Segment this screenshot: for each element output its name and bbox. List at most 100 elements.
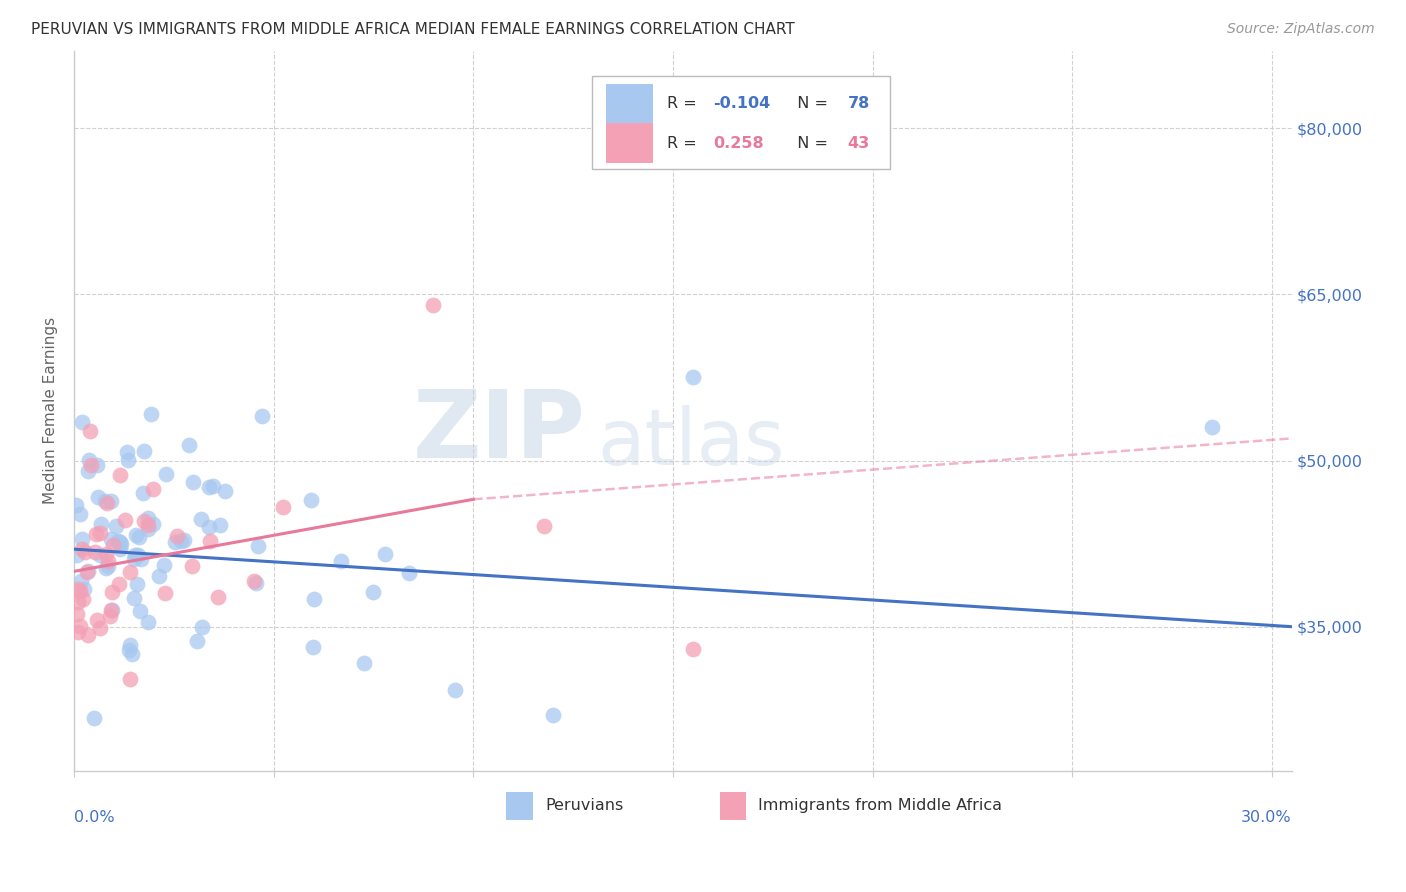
- Point: [299, 492, 322, 507]
- Point: [198, 533, 221, 548]
- Point: [186, 633, 208, 648]
- Point: [422, 298, 444, 312]
- Point: [271, 500, 294, 515]
- Point: [132, 444, 155, 458]
- Point: [89, 525, 111, 540]
- Point: [533, 518, 555, 533]
- Point: [181, 558, 204, 573]
- Point: [89, 548, 111, 562]
- Point: [114, 512, 136, 526]
- Point: [302, 592, 325, 607]
- Point: [97, 559, 120, 574]
- Point: [252, 409, 274, 423]
- Text: R =: R =: [668, 96, 702, 112]
- Point: [124, 549, 146, 563]
- Point: [122, 552, 145, 566]
- Point: [108, 577, 131, 591]
- Point: [153, 586, 176, 600]
- Point: [70, 415, 93, 429]
- Point: [96, 496, 118, 510]
- Point: [1201, 420, 1223, 434]
- Point: [198, 480, 221, 494]
- Point: [682, 641, 704, 656]
- Point: [77, 453, 100, 467]
- Point: [141, 407, 163, 421]
- Point: [136, 522, 159, 536]
- Point: [132, 486, 155, 500]
- Point: [70, 532, 93, 546]
- Point: [77, 464, 100, 478]
- Point: [136, 518, 159, 533]
- Point: [118, 672, 141, 686]
- Point: [173, 533, 195, 548]
- Point: [77, 628, 100, 642]
- Point: [70, 574, 93, 588]
- Point: [142, 517, 165, 532]
- Point: [214, 483, 236, 498]
- Point: [108, 542, 131, 557]
- Point: [117, 445, 139, 459]
- Point: [72, 541, 94, 556]
- Point: [198, 519, 221, 533]
- Point: [125, 528, 148, 542]
- Point: [65, 549, 87, 563]
- Point: [69, 619, 91, 633]
- Point: [124, 591, 146, 606]
- Point: [682, 370, 704, 384]
- Point: [444, 682, 467, 697]
- Text: Immigrants from Middle Africa: Immigrants from Middle Africa: [758, 798, 1002, 814]
- Bar: [506, 792, 533, 820]
- Text: 30.0%: 30.0%: [1241, 810, 1292, 825]
- Point: [77, 564, 100, 578]
- Point: [363, 585, 385, 599]
- Point: [117, 453, 139, 467]
- Point: [166, 529, 188, 543]
- Point: [100, 584, 122, 599]
- Point: [73, 582, 96, 596]
- Text: PERUVIAN VS IMMIGRANTS FROM MIDDLE AFRICA MEDIAN FEMALE EARNINGS CORRELATION CHA: PERUVIAN VS IMMIGRANTS FROM MIDDLE AFRIC…: [31, 22, 794, 37]
- Point: [374, 547, 396, 561]
- Point: [245, 575, 267, 590]
- Point: [190, 512, 212, 526]
- Point: [136, 510, 159, 524]
- Point: [89, 621, 111, 635]
- Point: [302, 640, 325, 654]
- Text: 78: 78: [848, 96, 870, 112]
- Point: [170, 534, 193, 549]
- Point: [103, 538, 125, 552]
- Point: [65, 498, 87, 512]
- Point: [94, 494, 117, 508]
- Point: [84, 526, 107, 541]
- Point: [98, 608, 121, 623]
- Point: [76, 566, 98, 580]
- Point: [118, 638, 141, 652]
- FancyBboxPatch shape: [592, 76, 890, 169]
- Point: [87, 490, 110, 504]
- Point: [96, 561, 118, 575]
- Text: Peruvians: Peruvians: [546, 798, 624, 814]
- Point: [163, 534, 186, 549]
- Point: [83, 545, 105, 559]
- Point: [118, 565, 141, 579]
- Point: [131, 552, 153, 566]
- Text: 0.258: 0.258: [713, 136, 763, 151]
- Text: 43: 43: [848, 136, 870, 151]
- Point: [201, 479, 224, 493]
- Point: [69, 584, 91, 599]
- Point: [96, 547, 118, 561]
- Point: [191, 620, 214, 634]
- Text: Source: ZipAtlas.com: Source: ZipAtlas.com: [1227, 22, 1375, 37]
- Point: [242, 574, 264, 588]
- Point: [155, 467, 177, 481]
- Point: [246, 540, 269, 554]
- Text: N =: N =: [786, 136, 832, 151]
- Point: [330, 553, 353, 567]
- Text: N =: N =: [786, 96, 832, 112]
- Point: [128, 530, 150, 544]
- Y-axis label: Median Female Earnings: Median Female Earnings: [44, 318, 58, 504]
- Point: [110, 534, 132, 549]
- Point: [100, 603, 122, 617]
- Point: [66, 607, 89, 621]
- Text: -0.104: -0.104: [713, 96, 770, 112]
- Point: [129, 604, 152, 618]
